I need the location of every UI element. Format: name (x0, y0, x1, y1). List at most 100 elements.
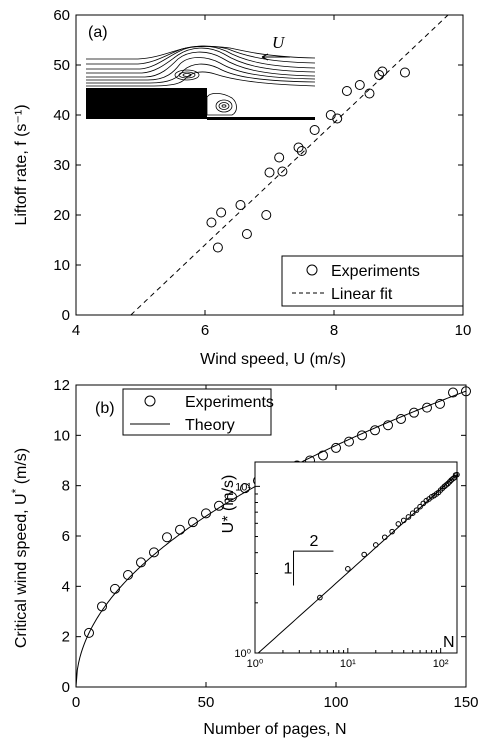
data-point (241, 229, 252, 239)
data-point (325, 110, 336, 120)
data-point (344, 436, 354, 447)
inset-data-point (395, 521, 402, 527)
flow-schematic: U (86, 33, 316, 120)
y-tick-label: 10 (53, 257, 70, 274)
inset-data-point (423, 497, 430, 504)
data-point (364, 88, 375, 99)
inset-data-point (446, 478, 453, 485)
data-point (162, 532, 172, 543)
y-tick-label: 2 (62, 629, 70, 646)
y-tick-label: 12 (53, 377, 70, 394)
panel-b-legend: Experiments Theory (122, 388, 274, 436)
data-point (264, 167, 275, 178)
x-tick-label: 8 (330, 322, 338, 339)
data-point (110, 583, 120, 594)
y-tick-label: 20 (53, 207, 70, 224)
data-point (399, 67, 410, 78)
legend-label-theory: Theory (185, 417, 235, 434)
data-point (461, 386, 471, 397)
y-tick-label: 8 (62, 478, 70, 495)
panel-a: 4 6 8 10 0 10 20 30 40 50 60 U (13, 7, 471, 368)
x-tick-label: 150 (453, 694, 478, 711)
inset-data-point (413, 507, 420, 513)
book-block (86, 88, 207, 119)
y-tick-label: 10 (53, 427, 70, 444)
panel-b-x-axis-label: Number of pages, N (203, 721, 346, 738)
legend-marker-experiments (144, 395, 156, 407)
inset-data-point (417, 503, 423, 510)
data-point (354, 80, 365, 90)
data-point (374, 70, 385, 80)
x-tick-label: 0 (72, 694, 80, 711)
streamlines (86, 45, 316, 116)
y-tick-label: 4 (62, 578, 70, 595)
y-tick-label: 30 (53, 157, 70, 174)
panel-b-label: (b) (95, 400, 115, 417)
data-point (97, 601, 107, 612)
data-point (277, 166, 288, 177)
data-point (357, 430, 367, 441)
data-point (216, 207, 227, 218)
inset-data-point (454, 471, 460, 478)
data-point (377, 66, 388, 77)
data-point (274, 152, 285, 163)
panel-b-inset: 10⁰ 10¹ 10² 10⁰ 10¹ 12 N U* (m/s) (220, 461, 460, 670)
data-point (136, 557, 146, 568)
legend-label-linear-fit: Linear fit (331, 286, 393, 303)
data-point (227, 491, 237, 502)
data-point (448, 387, 458, 398)
inset-y-axis-label: U* (m/s) (220, 475, 237, 534)
legend-label-experiments: Experiments (331, 263, 420, 280)
inset-x-tick-label: 10¹ (340, 658, 356, 670)
y-tick-label: 0 (62, 679, 70, 696)
data-point (332, 113, 343, 124)
panel-a-y-axis-label: Liftoff rate, f (s⁻¹) (13, 104, 30, 225)
data-point (206, 217, 217, 228)
panel-a-legend: Experiments Linear fit (281, 255, 464, 307)
x-tick-label: 6 (201, 322, 209, 339)
inset-data-point (400, 517, 407, 524)
inset-theory-line (254, 474, 458, 654)
y-tick-label: 0 (62, 307, 70, 324)
inset-x-tick-label: 10² (433, 658, 449, 670)
data-point (201, 508, 211, 519)
inset-data-point (361, 551, 367, 558)
data-point (235, 200, 246, 210)
data-point (84, 627, 94, 638)
slope-run-label: 2 (309, 533, 318, 550)
inset-axes-frame (254, 461, 458, 654)
inset-data-point (451, 475, 458, 481)
inset-data-point (317, 594, 323, 601)
data-point (261, 210, 272, 220)
legend-label-experiments: Experiments (185, 394, 274, 411)
data-point (331, 442, 341, 453)
y-tick-label: 40 (53, 107, 70, 124)
data-point (341, 86, 352, 96)
data-point (383, 420, 393, 431)
data-point (214, 500, 224, 511)
data-point (175, 524, 185, 535)
x-tick-label: 10 (455, 322, 472, 339)
wind-direction-label: U (272, 33, 286, 52)
panel-a-plot-area: 4 6 8 10 0 10 20 30 40 50 60 (53, 7, 471, 339)
inset-y-tick-label: 10¹ (235, 481, 251, 493)
y-tick-label: 60 (53, 7, 70, 24)
panel-b-y-axis-label: Critical wind speed, U* (m/s) (9, 448, 30, 648)
data-point (435, 398, 445, 409)
data-point (123, 570, 133, 581)
inset-data-point (405, 514, 412, 520)
wind-arrow-head-icon (261, 53, 269, 61)
inset-data-point (389, 528, 395, 535)
data-point (240, 483, 250, 494)
linear-fit-line (130, 14, 449, 316)
inset-data-point (445, 480, 451, 487)
inset-y-tick-label: 10⁰ (234, 648, 251, 660)
x-tick-label: 4 (72, 322, 80, 339)
data-point (309, 125, 320, 135)
x-tick-label: 50 (198, 694, 215, 711)
inset-data-point (409, 510, 416, 517)
x-tick-label: 100 (323, 694, 348, 711)
slope-rise-label: 1 (284, 560, 293, 577)
